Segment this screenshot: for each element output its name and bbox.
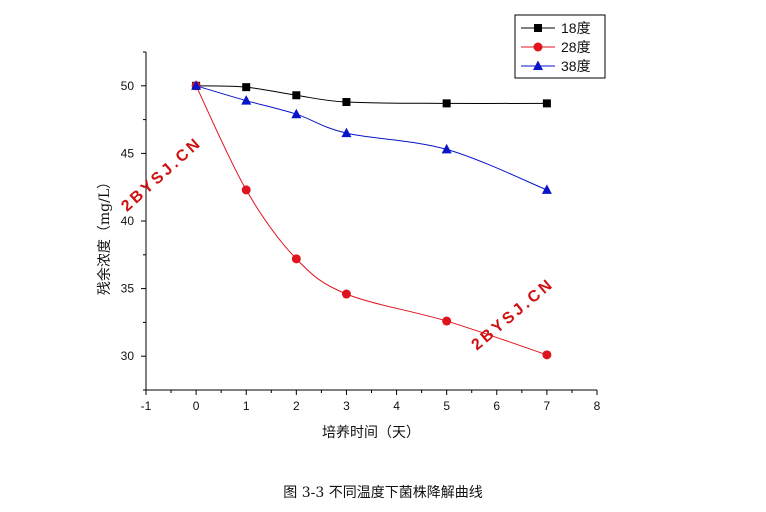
legend-label-0: 18度 (561, 20, 591, 36)
x-tick-label: 0 (193, 399, 200, 413)
y-axis-title: 残余浓度（mg/L） (96, 175, 113, 295)
data-point-2-4 (441, 143, 452, 154)
y-tick-label: 45 (121, 146, 135, 160)
y-tick-label: 50 (121, 79, 135, 93)
y-tick-label: 35 (121, 282, 135, 296)
data-point-1-5 (542, 350, 552, 360)
figure-caption: 图 3-3 不同温度下菌株降解曲线 (283, 485, 483, 501)
data-point-2-5 (541, 184, 552, 194)
y-tick-label: 30 (121, 349, 135, 363)
data-point-1-2 (291, 254, 301, 264)
data-point-0-1 (242, 83, 251, 92)
legend-label-1: 28度 (561, 39, 591, 55)
data-point-2-2 (291, 108, 302, 119)
data-point-1-1 (241, 185, 251, 195)
x-tick-label: 3 (343, 399, 350, 413)
data-point-2-0 (191, 80, 202, 90)
data-point-0-3 (342, 98, 351, 107)
data-point-0-5 (542, 99, 551, 108)
legend-marker-0 (534, 24, 542, 32)
data-point-2-3 (341, 127, 352, 138)
x-tick-label: 7 (544, 399, 551, 413)
x-tick-label: 2 (293, 399, 300, 413)
data-point-2-1 (241, 95, 252, 105)
y-tick-label: 40 (121, 214, 135, 228)
watermark-2: 2BYSJ.CN (468, 275, 557, 354)
x-tick-label: 5 (443, 399, 450, 413)
series-layer (191, 80, 552, 360)
data-point-1-4 (442, 316, 452, 326)
x-tick-label: 6 (493, 399, 500, 413)
x-tick-label: -1 (141, 399, 152, 413)
x-axis-title: 培养时间（天） (322, 425, 420, 441)
data-point-0-2 (292, 91, 301, 100)
x-tick-label: 1 (243, 399, 250, 413)
data-point-0-4 (442, 99, 451, 108)
legend: 18度 28度 38度 (514, 14, 606, 79)
x-tick-label: 8 (594, 399, 601, 413)
data-point-1-3 (341, 289, 351, 299)
x-tick-label: 4 (393, 399, 400, 413)
legend-marker-1 (533, 42, 543, 52)
legend-label-2: 38度 (561, 58, 591, 74)
legend-marker-2 (533, 60, 543, 70)
series-line-1 (195, 85, 548, 356)
